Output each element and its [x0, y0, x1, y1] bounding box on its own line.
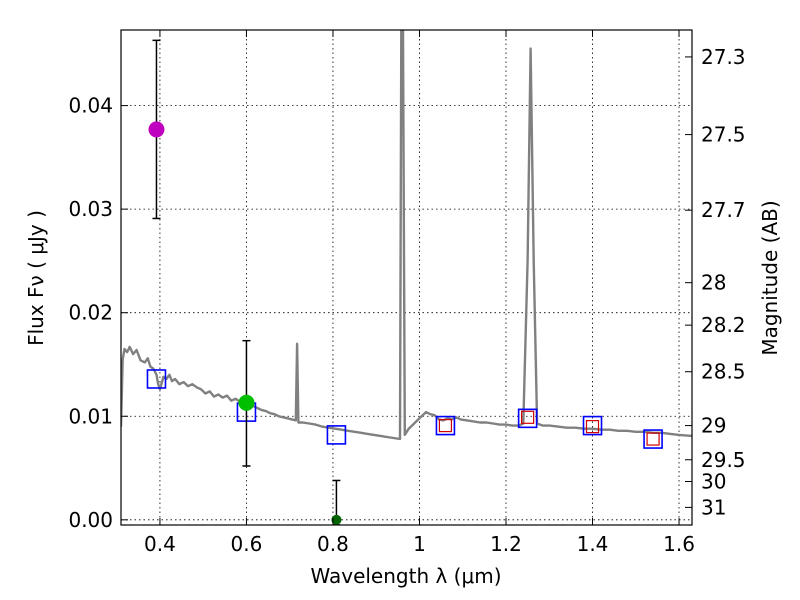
x-tick-label: 0.4	[144, 532, 176, 556]
observed-photometry-point	[148, 121, 165, 138]
y2-tick-label: 28.5	[701, 360, 746, 384]
y-tick-label: 0.01	[68, 404, 113, 428]
y2-tick-label: 29.5	[701, 448, 746, 472]
observed-nir-marker	[521, 410, 535, 424]
y2-tick-label: 29	[701, 414, 726, 438]
model-photometry-marker	[582, 415, 603, 436]
model-photometry-marker	[643, 429, 663, 449]
model-photometry-marker	[435, 415, 456, 436]
observed-nir-marker	[646, 432, 660, 446]
y-tick-label: 0.03	[68, 197, 113, 221]
model-photometry-marker	[326, 425, 347, 445]
observed-photometry-point	[331, 514, 342, 525]
y2-axis-title: Magnitude (AB)	[758, 200, 782, 355]
x-tick-label: 1.6	[663, 532, 695, 556]
data-group	[121, 30, 692, 525]
y2-tick-label: 27.7	[701, 198, 746, 222]
x-tick-label: 1	[413, 532, 426, 556]
x-tick-label: 0.6	[231, 532, 263, 556]
x-axis-title: Wavelength λ (μm)	[310, 564, 501, 588]
x-tick-label: 1.4	[577, 532, 609, 556]
observed-nir-marker	[585, 420, 600, 434]
observed-nir-marker	[438, 418, 453, 433]
plot-area	[121, 30, 692, 525]
axis-ticks: 0.4 0.6 0.8 1 1.2 1.4 1.6 0.00 0.01 0.02 0.03 0.04 2…	[68, 30, 746, 556]
y2-tick-label: 28	[701, 271, 726, 295]
y2-tick-label: 30	[701, 470, 726, 494]
y2-tick-label: 31	[701, 495, 726, 519]
x-tick-label: 0.8	[317, 532, 349, 556]
gridlines	[121, 30, 692, 525]
y-tick-label: 0.02	[68, 301, 113, 325]
y2-tick-label: 27.3	[701, 45, 746, 69]
model-photometry-marker	[146, 369, 167, 389]
model-photometry-marker	[517, 408, 538, 429]
y-axis-title: Flux Fν ( μJy )	[24, 210, 48, 346]
y-tick-label: 0.00	[68, 508, 113, 532]
observed-photometry-point	[238, 394, 255, 411]
y2-tick-label: 28.2	[701, 313, 746, 337]
y2-tick-label: 27.5	[701, 123, 746, 147]
y-tick-label: 0.04	[68, 94, 113, 118]
plot-frame	[120, 29, 693, 526]
spectrum-line	[121, 30, 692, 441]
x-tick-label: 1.2	[490, 532, 522, 556]
